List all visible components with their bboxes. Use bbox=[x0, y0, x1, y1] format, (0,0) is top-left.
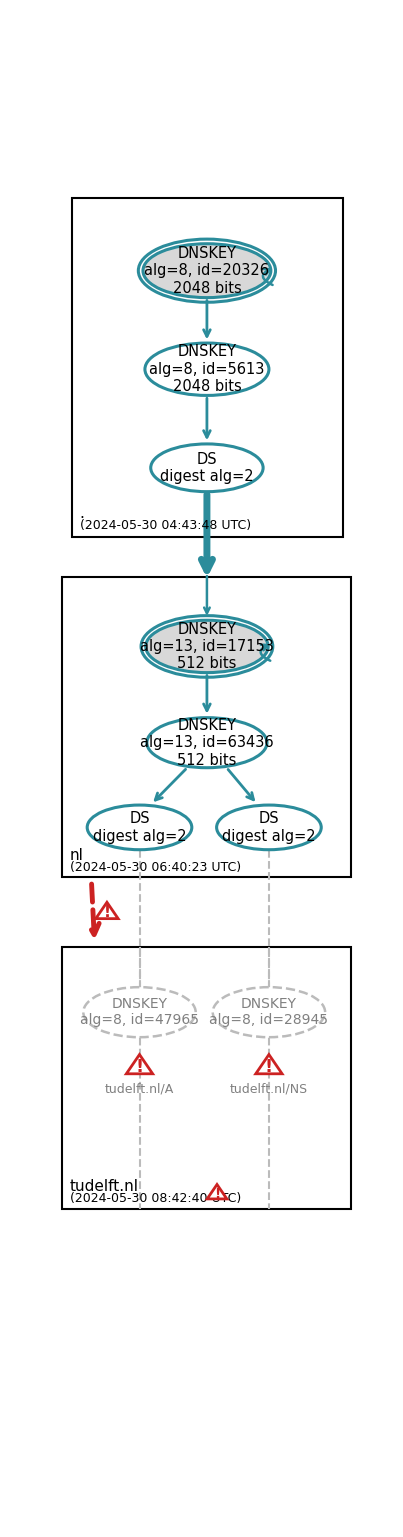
Text: !: ! bbox=[104, 905, 110, 921]
Polygon shape bbox=[207, 1185, 227, 1199]
Text: tudelft.nl/A: tudelft.nl/A bbox=[105, 1082, 174, 1096]
Bar bbox=[62, 576, 351, 878]
Text: DNSKEY
alg=8, id=28945: DNSKEY alg=8, id=28945 bbox=[210, 998, 328, 1027]
Text: !: ! bbox=[214, 1187, 220, 1200]
Ellipse shape bbox=[151, 444, 263, 492]
Ellipse shape bbox=[145, 343, 269, 395]
Text: DS
digest alg=2: DS digest alg=2 bbox=[222, 812, 316, 844]
Text: (2024-05-30 08:42:40 UTC): (2024-05-30 08:42:40 UTC) bbox=[70, 1193, 241, 1205]
Text: tudelft.nl: tudelft.nl bbox=[70, 1179, 139, 1194]
Text: !: ! bbox=[135, 1057, 143, 1076]
Text: (2024-05-30 06:40:23 UTC): (2024-05-30 06:40:23 UTC) bbox=[70, 861, 241, 875]
Text: DNSKEY
alg=13, id=63436
512 bits: DNSKEY alg=13, id=63436 512 bits bbox=[140, 718, 274, 767]
Text: .: . bbox=[80, 507, 85, 521]
Ellipse shape bbox=[147, 718, 267, 767]
Polygon shape bbox=[256, 1054, 282, 1074]
Polygon shape bbox=[96, 902, 118, 919]
Bar bbox=[72, 198, 343, 536]
Polygon shape bbox=[126, 1054, 153, 1074]
Ellipse shape bbox=[83, 987, 196, 1037]
Text: tudelft.nl/NS: tudelft.nl/NS bbox=[230, 1082, 308, 1096]
Text: DNSKEY
alg=8, id=20326
2048 bits: DNSKEY alg=8, id=20326 2048 bits bbox=[144, 246, 270, 295]
Text: DNSKEY
alg=13, id=17153
512 bits: DNSKEY alg=13, id=17153 512 bits bbox=[140, 621, 274, 672]
Text: !: ! bbox=[265, 1057, 273, 1076]
Ellipse shape bbox=[143, 244, 271, 298]
Bar bbox=[62, 947, 351, 1208]
Text: DS
digest alg=2: DS digest alg=2 bbox=[93, 812, 186, 844]
Ellipse shape bbox=[87, 805, 192, 850]
Ellipse shape bbox=[217, 805, 321, 850]
Text: DNSKEY
alg=8, id=47965: DNSKEY alg=8, id=47965 bbox=[80, 998, 199, 1027]
Text: (2024-05-30 04:43:48 UTC): (2024-05-30 04:43:48 UTC) bbox=[80, 520, 251, 532]
Text: DS
digest alg=2: DS digest alg=2 bbox=[160, 452, 254, 484]
Ellipse shape bbox=[146, 621, 268, 673]
Text: DNSKEY
alg=8, id=5613
2048 bits: DNSKEY alg=8, id=5613 2048 bits bbox=[149, 344, 265, 393]
Ellipse shape bbox=[213, 987, 325, 1037]
Text: nl: nl bbox=[70, 848, 84, 864]
